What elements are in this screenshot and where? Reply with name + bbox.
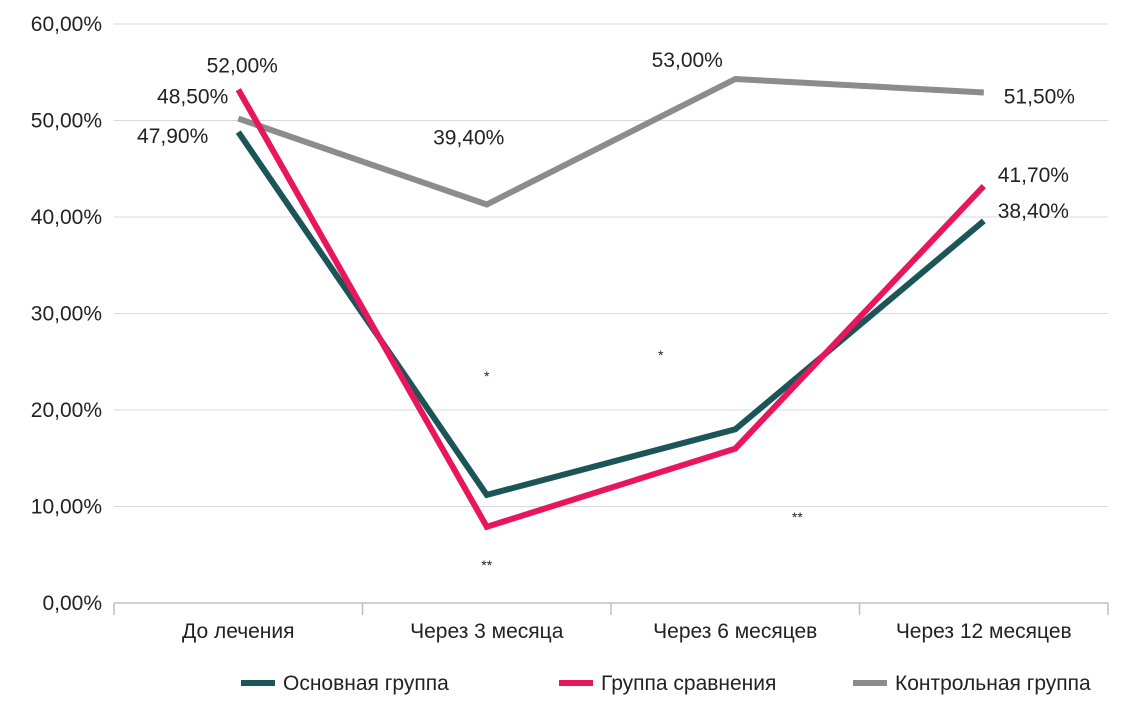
data-label: 41,70% <box>998 164 1069 187</box>
legend: Основная группа Группа сравнения Контрольн… <box>241 672 1091 695</box>
significance-marker: * <box>484 368 490 384</box>
series-line <box>237 75 984 208</box>
data-label: 48,50% <box>157 86 228 109</box>
gridlines <box>114 23 1108 507</box>
data-label: 47,90% <box>137 125 208 148</box>
y-tick-label: 40,00% <box>31 206 102 229</box>
y-tick-label: 60,00% <box>31 13 102 36</box>
data-label: 38,40% <box>998 200 1069 223</box>
y-tick-label: 30,00% <box>31 303 102 326</box>
x-tick-label: Через 12 месяцев <box>896 620 1072 643</box>
x-tick-label: Через 6 месяцев <box>653 620 817 643</box>
legend-label: Основная группа <box>283 672 449 695</box>
legend-label: Группа сравнения <box>601 672 776 695</box>
significance-marker: ** <box>792 509 803 525</box>
y-axis-ticks: 0,00% 10,00% 20,00% 30,00% 40,00% 50,00% 60,00… <box>31 13 102 615</box>
x-tick-label: До лечения <box>182 620 295 643</box>
y-tick-label: 0,00% <box>42 592 102 615</box>
series-lines <box>235 75 986 531</box>
x-axis-ticks: До лечения Через 3 месяца Через 6 месяцев Ч… <box>182 620 1072 643</box>
series-line <box>235 88 986 531</box>
y-tick-label: 10,00% <box>31 496 102 519</box>
data-label: 53,00% <box>652 49 723 72</box>
data-labels: 47,90% 38,40% 52,00% 41,70% 48,50% 39,40% 53,0… <box>137 49 1075 223</box>
y-tick-label: 20,00% <box>31 399 102 422</box>
data-label: 39,40% <box>433 126 504 149</box>
significance-marker: ** <box>481 557 492 573</box>
legend-label: Контрольная группа <box>895 672 1091 695</box>
y-tick-label: 50,00% <box>31 110 102 133</box>
data-label: 52,00% <box>207 55 278 78</box>
significance-marker: * <box>658 347 664 363</box>
x-tick-label: Через 3 месяца <box>410 620 564 643</box>
data-label: 51,50% <box>1004 86 1075 109</box>
x-axis <box>113 602 1109 615</box>
annotations: ****** <box>481 347 803 573</box>
